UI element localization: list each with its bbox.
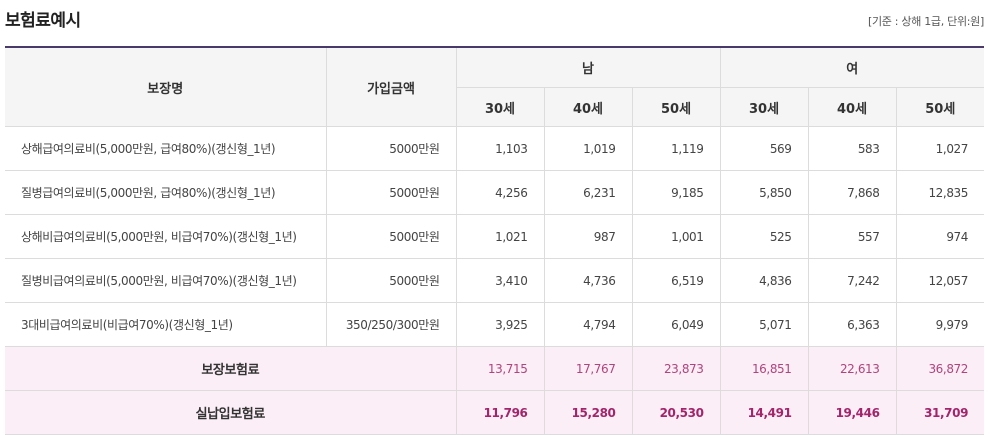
col-header-age: 30세 (456, 87, 545, 127)
premium-value: 4,794 (543, 302, 633, 347)
total-value: 19,446 (807, 390, 897, 435)
total-row-coverage-premium: 보장보험료 13,715 17,767 23,873 16,851 22,613… (5, 346, 985, 391)
premium-value: 12,835 (895, 170, 985, 215)
premium-value: 557 (807, 214, 897, 259)
premium-value: 6,363 (807, 302, 897, 347)
coverage-name: 상해비급여의료비(5,000만원, 비급여70%)(갱신형_1년) (5, 214, 327, 259)
coverage-amount: 350/250/300만원 (325, 302, 457, 347)
total-label: 실납입보험료 (5, 390, 457, 435)
premium-value: 6,231 (543, 170, 633, 215)
total-value: 17,767 (543, 346, 633, 391)
total-value: 14,491 (719, 390, 809, 435)
table-row: 상해비급여의료비(5,000만원, 비급여70%)(갱신형_1년) 5000만원… (5, 214, 985, 259)
table-row: 질병비급여의료비(5,000만원, 비급여70%)(갱신형_1년) 5000만원… (5, 258, 985, 303)
table-row: 3대비급여의료비(비급여70%)(갱신형_1년) 350/250/300만원 3… (5, 302, 985, 347)
premium-value: 12,057 (895, 258, 985, 303)
total-value: 36,872 (895, 346, 985, 391)
coverage-name: 질병비급여의료비(5,000만원, 비급여70%)(갱신형_1년) (5, 258, 327, 303)
total-label: 보장보험료 (5, 346, 457, 391)
premium-value: 4,736 (543, 258, 633, 303)
total-value: 20,530 (631, 390, 721, 435)
premium-value: 7,242 (807, 258, 897, 303)
coverage-amount: 5000만원 (325, 258, 457, 303)
coverage-name: 질병급여의료비(5,000만원, 급여80%)(갱신형_1년) (5, 170, 327, 215)
premium-value: 5,071 (719, 302, 809, 347)
unit-note: [기준 : 상해 1급, 단위:원] (867, 15, 984, 28)
premium-value: 525 (719, 214, 809, 259)
col-header-age: 30세 (719, 87, 809, 127)
col-header-male: 남 (455, 46, 721, 88)
premium-value: 569 (719, 126, 809, 171)
total-value: 13,715 (455, 346, 545, 391)
premium-value: 3,410 (455, 258, 545, 303)
premium-value: 5,850 (719, 170, 809, 215)
total-value: 22,613 (807, 346, 897, 391)
col-header-age: 40세 (807, 87, 897, 127)
premium-value: 1,019 (543, 126, 633, 171)
total-value: 15,280 (543, 390, 633, 435)
premium-value: 4,256 (455, 170, 545, 215)
col-header-age: 40세 (543, 87, 633, 127)
total-row-actual-premium: 실납입보험료 11,796 15,280 20,530 14,491 19,44… (5, 390, 985, 435)
premium-value: 6,519 (631, 258, 721, 303)
total-value: 11,796 (455, 390, 545, 435)
premium-value: 9,979 (895, 302, 985, 347)
premium-value: 1,119 (631, 126, 721, 171)
coverage-name: 3대비급여의료비(비급여70%)(갱신형_1년) (5, 302, 327, 347)
premium-value: 1,027 (895, 126, 985, 171)
total-value: 16,851 (719, 346, 809, 391)
col-header-age: 50세 (631, 87, 721, 127)
premium-value: 3,925 (455, 302, 545, 347)
premium-value: 7,868 (807, 170, 897, 215)
col-header-coverage-name: 보장명 (5, 46, 327, 127)
coverage-amount: 5000만원 (325, 170, 457, 215)
premium-value: 1,001 (631, 214, 721, 259)
coverage-name: 상해급여의료비(5,000만원, 급여80%)(갱신형_1년) (5, 126, 327, 171)
premium-value: 1,103 (455, 126, 545, 171)
premium-value: 987 (543, 214, 633, 259)
col-header-female: 여 (719, 46, 985, 88)
col-header-age: 50세 (895, 87, 985, 127)
premium-table: 보장명 가입금액 남 여 30세 40세 50세 30세 40세 50세 상해급… (5, 46, 985, 435)
premium-value: 583 (807, 126, 897, 171)
premium-value: 974 (895, 214, 985, 259)
premium-value: 4,836 (719, 258, 809, 303)
total-value: 31,709 (895, 390, 985, 435)
total-value: 23,873 (631, 346, 721, 391)
table-row: 상해급여의료비(5,000만원, 급여80%)(갱신형_1년) 5000만원 1… (5, 126, 985, 171)
premium-value: 1,021 (455, 214, 545, 259)
page-title: 보험료예시 (5, 11, 81, 31)
coverage-amount: 5000만원 (325, 214, 457, 259)
col-header-amount: 가입금액 (325, 46, 457, 127)
premium-value: 6,049 (631, 302, 721, 347)
coverage-amount: 5000만원 (325, 126, 457, 171)
premium-value: 9,185 (631, 170, 721, 215)
table-row: 질병급여의료비(5,000만원, 급여80%)(갱신형_1년) 5000만원 4… (5, 170, 985, 215)
